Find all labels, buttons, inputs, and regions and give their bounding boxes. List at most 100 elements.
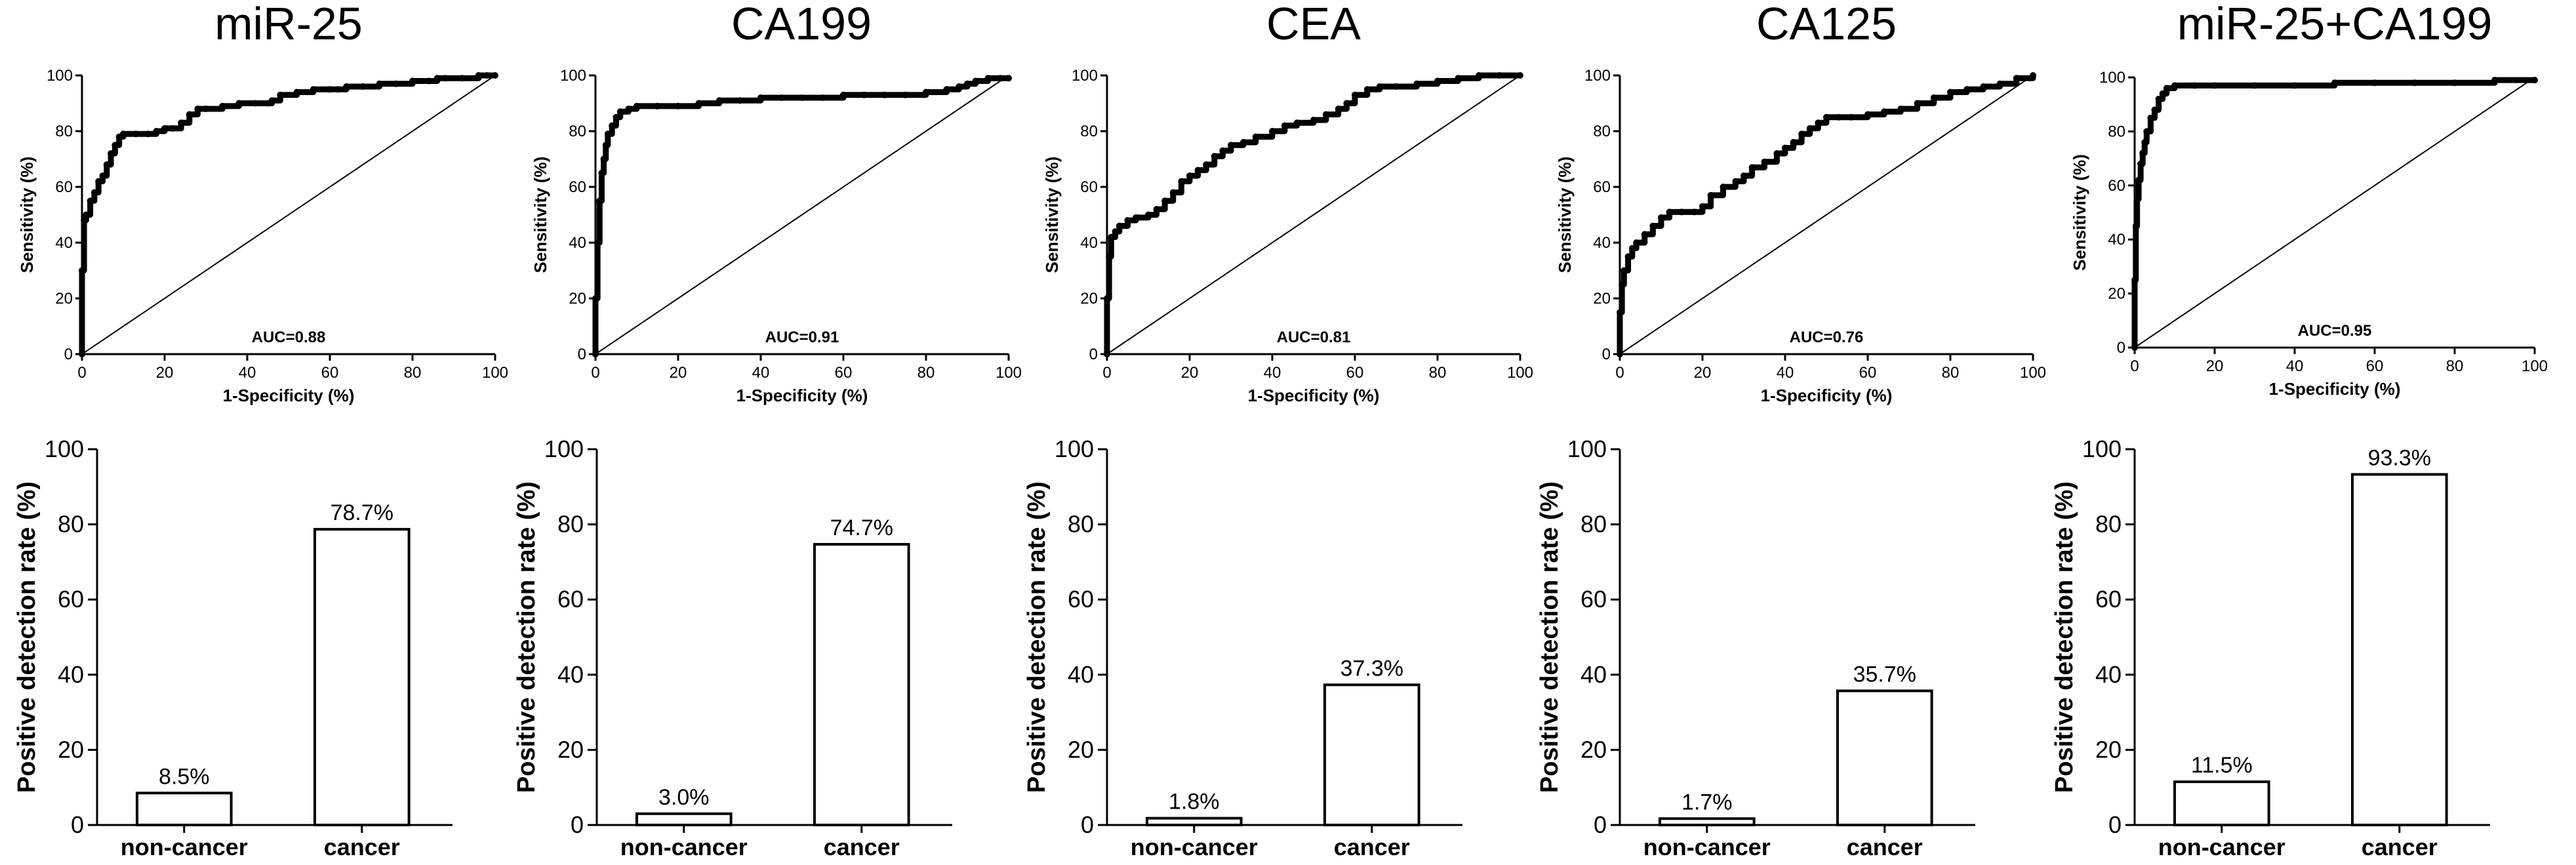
roc-point <box>1678 209 1685 216</box>
roc-point <box>2013 75 2020 82</box>
roc-point <box>604 131 611 138</box>
x-category-label: non-cancer <box>620 834 748 860</box>
bar-value-label: 1.7% <box>1681 790 1733 815</box>
roc-point <box>881 91 888 98</box>
y-tick-label: 80 <box>55 123 73 140</box>
roc-point <box>492 72 498 79</box>
y-tick-label: 60 <box>58 586 84 613</box>
roc-point <box>2137 160 2144 167</box>
roc-point <box>1178 178 1185 185</box>
roc-point <box>1823 113 1830 121</box>
roc-point <box>1112 228 1119 235</box>
roc-point <box>1806 125 1813 132</box>
x-tick-label: 60 <box>2366 357 2384 375</box>
y-tick-label: 40 <box>1593 234 1611 252</box>
roc-point <box>1658 214 1664 221</box>
roc-point <box>1104 351 1110 357</box>
y-tick-label: 80 <box>1080 123 1098 140</box>
roc-point <box>602 142 609 149</box>
x-tick-label: 40 <box>1264 364 1281 382</box>
roc-point <box>194 106 201 112</box>
x-tick-label: 0 <box>77 364 86 382</box>
roc-point <box>458 75 466 82</box>
y-axis-label: Positive detection rate (%) <box>1536 481 1563 793</box>
roc-point <box>1376 83 1383 90</box>
bar-value-label: 11.5% <box>2191 753 2253 778</box>
y-tick-label: 0 <box>1089 346 1098 363</box>
roc-point <box>1741 172 1747 179</box>
roc-point <box>1881 108 1888 115</box>
roc-point <box>1413 80 1420 87</box>
roc-point <box>1864 111 1871 118</box>
bar-value-label: 35.7% <box>1853 662 1916 687</box>
roc-point <box>819 94 826 101</box>
roc-point <box>984 75 992 82</box>
roc-point <box>2141 138 2148 146</box>
roc-point <box>1239 139 1247 146</box>
y-tick-label: 40 <box>55 234 73 252</box>
x-axis-label: 1-Specificity (%) <box>1761 386 1893 405</box>
roc-point <box>2331 79 2338 87</box>
roc-point <box>1628 245 1636 252</box>
y-tick-label: 60 <box>1593 178 1611 196</box>
roc-point <box>598 169 605 176</box>
roc-point <box>235 100 243 107</box>
roc-point <box>1116 222 1123 230</box>
y-tick-label: 80 <box>1593 123 1611 140</box>
y-tick-label: 0 <box>1081 811 1094 838</box>
roc-point <box>1322 111 1329 118</box>
x-axis-label: 1-Specificity (%) <box>1248 386 1380 405</box>
roc-point <box>1161 197 1169 205</box>
y-tick-label: 100 <box>47 67 73 85</box>
roc-point <box>1720 184 1727 190</box>
roc-point <box>343 83 350 90</box>
auc-annotation: AUC=0.91 <box>765 329 839 346</box>
roc-point <box>736 97 744 104</box>
roc-point <box>1108 233 1115 241</box>
y-axis-label: Sensitivity (%) <box>531 157 550 273</box>
auc-annotation: AUC=0.81 <box>1277 329 1351 346</box>
roc-point <box>2131 344 2138 351</box>
bar-cancer <box>813 542 910 826</box>
roc-point <box>757 94 764 101</box>
roc-panel-0: miR-25 0 20 40 60 80 100 0 20 40 60 80 100 1-Specific… <box>17 0 508 405</box>
roc-point <box>91 189 98 196</box>
roc-point <box>1393 83 1399 90</box>
y-tick-label: 40 <box>2095 661 2122 688</box>
x-category-label: cancer <box>1847 834 1923 860</box>
chart-title: CEA <box>1266 0 1361 49</box>
roc-point <box>1145 211 1152 218</box>
roc-point <box>1455 75 1462 82</box>
bar-value-label: 78.7% <box>331 500 393 525</box>
roc-panel-2: CEA 0 20 40 60 80 100 0 20 40 60 80 100 1-Specificity… <box>1042 0 1533 405</box>
roc-point <box>609 122 616 129</box>
roc-point <box>695 100 702 107</box>
roc-point <box>2155 95 2162 102</box>
y-tick-label: 20 <box>55 290 73 308</box>
roc-point <box>1641 231 1648 238</box>
x-tick-label: 80 <box>1942 364 1960 382</box>
roc-point <box>79 267 85 274</box>
roc-point <box>943 86 950 93</box>
y-tick-label: 40 <box>58 661 84 688</box>
roc-point <box>1798 131 1805 138</box>
x-tick-label: 80 <box>1429 364 1447 382</box>
roc-point <box>902 91 909 98</box>
roc-point <box>1963 86 1971 93</box>
y-tick-label: 80 <box>58 511 84 538</box>
roc-point <box>1624 253 1632 260</box>
x-category-label: cancer <box>324 834 400 860</box>
roc-point <box>1476 72 1482 79</box>
roc-point <box>169 125 176 132</box>
y-tick-label: 20 <box>557 736 584 763</box>
roc-point <box>2531 77 2538 84</box>
roc-point <box>268 97 275 104</box>
y-tick-label: 40 <box>1068 661 1094 688</box>
x-category-label: non-cancer <box>1643 834 1771 860</box>
x-tick-label: 100 <box>2020 364 2046 382</box>
roc-point <box>592 351 599 357</box>
roc-point <box>2147 114 2154 121</box>
roc-point <box>997 75 1004 82</box>
y-tick-label: 0 <box>578 346 586 363</box>
